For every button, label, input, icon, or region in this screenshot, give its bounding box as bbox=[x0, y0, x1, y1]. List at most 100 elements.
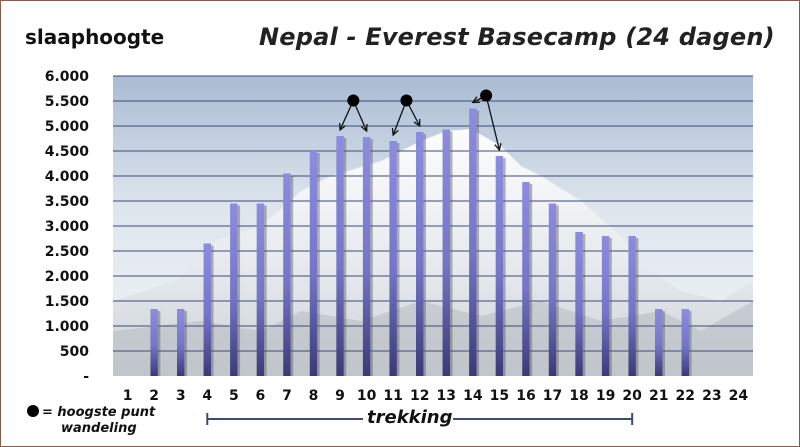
x-tick-label: 19 bbox=[596, 388, 615, 404]
legend: = hoogste punt wandeling bbox=[27, 405, 155, 437]
bar bbox=[548, 203, 557, 376]
bar bbox=[575, 232, 583, 376]
x-tick-label: 18 bbox=[569, 388, 588, 404]
x-tick-label: 17 bbox=[543, 388, 562, 404]
highest-point-marker bbox=[400, 94, 413, 107]
bar bbox=[442, 129, 450, 376]
y-axis-title: slaaphoogte bbox=[25, 25, 165, 49]
bar bbox=[389, 141, 397, 376]
y-tick-label: 4.000 bbox=[45, 169, 90, 185]
y-tick-label: 3.000 bbox=[45, 219, 90, 235]
x-tick-label: 7 bbox=[282, 388, 292, 404]
highest-point-marker bbox=[480, 89, 493, 102]
x-tick-label: 20 bbox=[622, 388, 642, 404]
chart-title: Nepal - Everest Basecamp (24 dagen) bbox=[259, 23, 775, 51]
x-tick-label: 3 bbox=[176, 388, 186, 404]
arrow-head bbox=[339, 122, 346, 132]
y-tick-label: 2.000 bbox=[45, 269, 90, 285]
x-tick-label: 8 bbox=[309, 388, 319, 404]
x-tick-label: 16 bbox=[516, 388, 535, 404]
x-tick-label: 6 bbox=[256, 388, 266, 404]
legend-text-1: = hoogste punt bbox=[42, 405, 156, 420]
bar-shadow bbox=[609, 238, 612, 376]
bar bbox=[362, 137, 371, 376]
mountain-backdrop bbox=[113, 129, 753, 376]
y-tick-label: 500 bbox=[60, 344, 89, 360]
arrow-line bbox=[485, 95, 501, 151]
bar-shadow bbox=[662, 311, 665, 376]
y-tick-label: 1.500 bbox=[45, 294, 90, 310]
bar-shadow bbox=[635, 238, 639, 376]
arrow-head bbox=[360, 123, 368, 133]
y-tick-label: 1.000 bbox=[45, 319, 90, 335]
bar bbox=[230, 203, 238, 376]
y-tick-label: 5.500 bbox=[45, 94, 90, 110]
y-tick-label: - bbox=[83, 369, 89, 385]
bar bbox=[336, 136, 344, 376]
bar-shadow bbox=[343, 138, 347, 376]
y-tick-label: 5.000 bbox=[45, 119, 90, 135]
bar-shadow bbox=[210, 245, 214, 376]
bar bbox=[655, 309, 663, 376]
arrow-head bbox=[471, 96, 480, 104]
highest-point-dot-icon bbox=[27, 405, 39, 417]
bar-shadow bbox=[237, 205, 241, 376]
arrow-head bbox=[391, 127, 399, 137]
bar bbox=[681, 309, 689, 376]
bar-shadow bbox=[317, 153, 320, 376]
bar bbox=[495, 156, 504, 376]
bar-shadow bbox=[689, 311, 692, 376]
y-tick-label: 2.500 bbox=[45, 244, 90, 260]
arrow-head bbox=[413, 118, 421, 128]
legend-line-1: = hoogste punt bbox=[27, 405, 155, 421]
x-tick-label: 12 bbox=[410, 388, 429, 404]
bar-shadow bbox=[503, 158, 506, 376]
bar bbox=[628, 236, 636, 376]
x-tick-label: 14 bbox=[463, 388, 483, 404]
x-tick-label: 4 bbox=[202, 388, 212, 404]
bar-shadow bbox=[449, 131, 453, 376]
bar-shadow bbox=[529, 184, 533, 376]
bar bbox=[522, 182, 530, 376]
bar-shadow bbox=[370, 139, 373, 376]
bar-shadow bbox=[423, 134, 426, 376]
x-tick-label: 24 bbox=[729, 388, 749, 404]
bar bbox=[177, 309, 185, 376]
x-tick-label: 5 bbox=[229, 388, 239, 404]
bar-shadow bbox=[290, 175, 294, 376]
bar-shadow bbox=[184, 311, 187, 376]
bar bbox=[203, 243, 211, 376]
mountain-foreground bbox=[113, 301, 753, 376]
highest-point-marker bbox=[347, 94, 360, 107]
bar-shadow bbox=[582, 234, 586, 376]
x-tick-label: 1 bbox=[123, 388, 133, 404]
x-tick-label: 2 bbox=[149, 388, 159, 404]
bar bbox=[256, 203, 265, 376]
trekking-label: trekking bbox=[367, 407, 453, 428]
bar-shadow bbox=[476, 110, 480, 376]
x-tick-label: 13 bbox=[437, 388, 456, 404]
x-tick-label: 15 bbox=[490, 388, 509, 404]
arrow-line bbox=[392, 100, 408, 136]
bar bbox=[283, 173, 291, 376]
bar-shadow bbox=[264, 205, 267, 376]
x-tick-label: 23 bbox=[702, 388, 721, 404]
arrow-head bbox=[494, 143, 502, 152]
bar bbox=[309, 151, 318, 376]
y-tick-label: 6.000 bbox=[45, 69, 90, 85]
bar-shadow bbox=[396, 143, 400, 376]
y-tick-label: 4.500 bbox=[45, 144, 90, 160]
bar bbox=[469, 108, 477, 376]
legend-line-2: wandeling bbox=[61, 421, 137, 436]
bar bbox=[150, 309, 158, 376]
x-tick-label: 22 bbox=[676, 388, 695, 404]
bar bbox=[416, 132, 424, 376]
bar bbox=[601, 236, 610, 376]
x-tick-label: 21 bbox=[649, 388, 668, 404]
bar-shadow bbox=[157, 311, 161, 376]
y-tick-label: 3.500 bbox=[45, 194, 90, 210]
x-tick-label: 9 bbox=[335, 388, 345, 404]
x-tick-label: 11 bbox=[383, 388, 402, 404]
